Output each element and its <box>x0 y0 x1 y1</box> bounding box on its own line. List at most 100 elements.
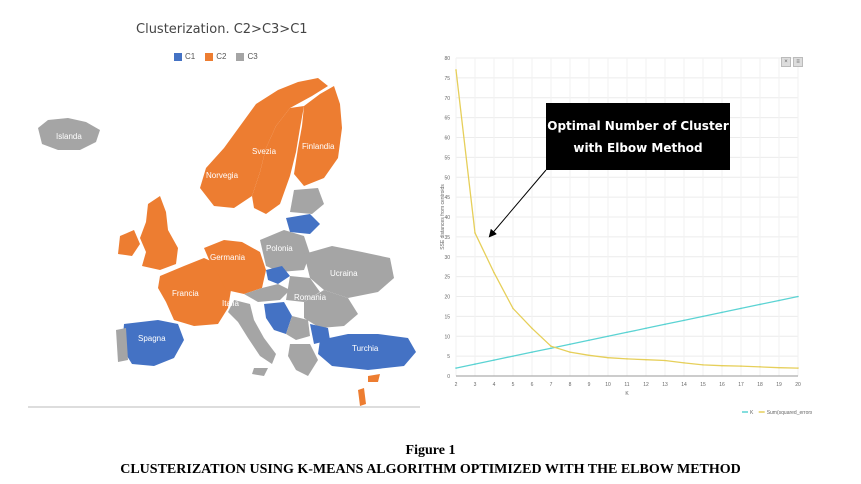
country-label-francia: Francia <box>172 289 199 298</box>
data-point <box>797 367 799 369</box>
data-point <box>607 335 609 338</box>
map-region-francia <box>158 258 232 326</box>
map-graphic: Islanda Norvegia Svezia Finlandia Poloni… <box>28 78 420 408</box>
legend-swatch-c3 <box>236 52 245 61</box>
map-region-austria <box>244 284 290 302</box>
data-point <box>569 351 571 353</box>
map-region-cipro <box>368 374 380 382</box>
map-title: Clusterization. C2>C3>C1 <box>136 22 308 37</box>
map-region-norvegia <box>200 78 328 208</box>
y-tick-label: 15 <box>444 314 450 320</box>
data-point <box>721 311 723 314</box>
x-tick-label: 15 <box>700 382 706 388</box>
data-point <box>531 327 533 330</box>
x-tick-label: 4 <box>493 382 496 388</box>
elbow-chart: 0 5 10 15 20 25 30 35 40 45 50 55 60 65 70 75 80 2 3 4 5 6 7 8 9… <box>436 48 815 420</box>
x-tick-label: 8 <box>569 382 572 388</box>
data-point <box>702 315 704 318</box>
y-tick-label: 40 <box>444 215 450 221</box>
legend-label: Sum(squared_errors) <box>767 410 812 416</box>
y-tick-label: 5 <box>447 354 450 360</box>
data-point <box>550 345 552 347</box>
legend-label-c1: C1 <box>185 52 196 61</box>
data-point <box>664 323 666 326</box>
legend-swatch-c1 <box>174 52 182 61</box>
map-region-lituania <box>286 214 320 234</box>
map-region-finlandia <box>294 86 342 186</box>
y-axis-label: SSE distances from centroids <box>440 184 446 250</box>
data-point <box>512 307 514 310</box>
data-point <box>531 351 533 353</box>
data-point <box>626 331 628 334</box>
country-label-polonia: Polonia <box>266 244 293 253</box>
data-point <box>588 354 590 357</box>
x-tick-label: 20 <box>795 382 801 388</box>
x-tick-label: 2 <box>455 382 458 388</box>
data-point <box>493 271 495 274</box>
callout-line-2: with Elbow Method <box>573 140 703 155</box>
legend-swatch-c2 <box>205 52 214 61</box>
legend-item-c1: C1 <box>174 52 195 61</box>
map-region-polonia <box>260 230 310 272</box>
country-label-svezia: Svezia <box>252 147 277 156</box>
legend-item-c3: C3 <box>236 52 258 61</box>
x-tick-label: 12 <box>643 382 649 388</box>
map-region-romania <box>304 290 358 328</box>
europe-cluster-map: Islanda Norvegia Svezia Finlandia Poloni… <box>28 8 420 410</box>
data-point <box>493 359 495 361</box>
legend-label-c2: C2 <box>216 52 227 61</box>
legend-item-c2: C2 <box>205 52 226 61</box>
data-point <box>588 339 590 342</box>
map-region-spagna <box>122 320 184 366</box>
x-tick-label: 11 <box>624 382 629 388</box>
map-region-islanda <box>38 118 100 150</box>
country-label-islanda: Islanda <box>56 132 82 141</box>
elbow-callout: Optimal Number of Cluster with Elbow Met… <box>546 103 730 170</box>
data-point <box>455 69 457 71</box>
data-point <box>778 299 780 302</box>
data-point <box>721 364 723 367</box>
map-region-sicilia <box>252 368 268 376</box>
map-region-italia <box>228 300 276 364</box>
country-label-finlandia: Finlandia <box>302 142 335 151</box>
x-tick-label: 16 <box>719 382 725 388</box>
menu-icon[interactable]: ≡ <box>793 57 803 67</box>
data-point <box>664 359 666 362</box>
y-tick-label: 0 <box>447 374 450 380</box>
map-region-grecia <box>288 344 318 376</box>
data-point <box>569 343 571 346</box>
data-point <box>550 347 552 349</box>
country-label-romania: Romania <box>294 293 327 302</box>
x-tick-label: 9 <box>588 382 591 388</box>
x-tick-label: 6 <box>531 382 534 388</box>
map-region-serbia <box>286 316 310 340</box>
data-point <box>740 365 742 367</box>
x-tick-label: 14 <box>681 382 687 388</box>
map-region-portogallo <box>116 328 128 362</box>
map-region-sud <box>358 388 366 406</box>
data-point <box>740 307 742 310</box>
x-tick-label: 7 <box>550 382 553 388</box>
data-point <box>626 358 628 360</box>
map-region-cechia <box>266 266 290 284</box>
x-tick-label: 17 <box>738 382 744 388</box>
country-label-spagna: Spagna <box>138 334 166 343</box>
y-tick-label: 25 <box>444 275 450 281</box>
country-label-italia: Italia <box>222 299 239 308</box>
country-label-norvegia: Norvegia <box>206 171 239 180</box>
data-point <box>778 366 780 369</box>
map-region-balcani <box>264 302 292 334</box>
map-region-germania <box>204 240 266 294</box>
data-point <box>683 362 685 364</box>
chart-toolbar: × ≡ <box>781 57 803 67</box>
data-point <box>759 366 761 368</box>
figure-title: CLUSTERIZATION USING K-MEANS ALGORITHM O… <box>120 462 741 477</box>
close-icon[interactable]: × <box>781 57 791 67</box>
y-tick-label: 50 <box>444 175 450 181</box>
y-tick-label: 75 <box>444 76 450 82</box>
data-point <box>797 295 799 298</box>
data-point <box>645 327 647 330</box>
y-tick-label: 30 <box>444 255 450 261</box>
map-region-uk <box>140 196 178 270</box>
